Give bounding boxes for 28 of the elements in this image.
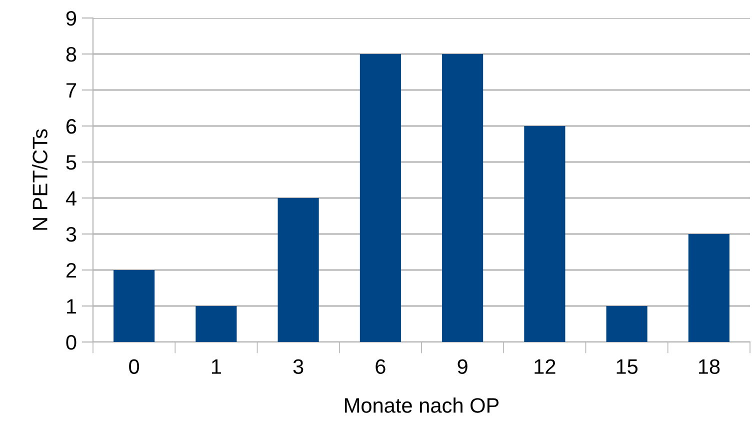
- bar: [442, 54, 484, 342]
- x-axis-title: Monate nach OP: [345, 398, 499, 413]
- bar: [688, 234, 730, 342]
- y-tick-label: 9: [66, 11, 76, 26]
- x-tick-label: 3: [293, 359, 304, 374]
- y-tick-label: 5: [66, 155, 76, 170]
- y-tick-label: 7: [66, 83, 76, 98]
- y-tick-label: 1: [67, 299, 76, 314]
- bar: [114, 270, 155, 342]
- y-tick-label: 0: [66, 335, 76, 350]
- y-tick-label: 4: [66, 191, 76, 206]
- x-tick-label: 6: [376, 359, 386, 374]
- x-tick-label: 12: [534, 359, 556, 374]
- x-tick-label: 18: [698, 359, 720, 374]
- y-tick-label: 8: [66, 47, 76, 62]
- y-tick-label: 2: [66, 263, 76, 278]
- x-tick-label: 15: [616, 359, 638, 374]
- y-axis-title: N PET/CTs: [32, 129, 48, 230]
- x-tick-label: 1: [212, 359, 221, 374]
- y-tick-label: 3: [66, 227, 76, 242]
- bar: [360, 54, 401, 342]
- bar: [606, 306, 648, 342]
- y-tick-label: 6: [66, 119, 76, 134]
- bar: [196, 306, 237, 342]
- x-tick-label: 0: [129, 359, 140, 374]
- x-tick-label: 9: [458, 359, 468, 374]
- bar: [278, 198, 319, 342]
- bar: [524, 126, 566, 342]
